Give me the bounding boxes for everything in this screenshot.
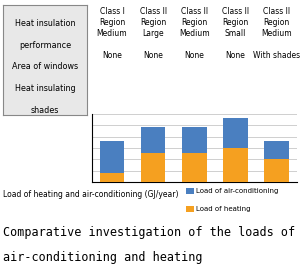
Bar — [223, 118, 248, 148]
Bar — [264, 159, 289, 182]
Text: Class II: Class II — [222, 7, 249, 16]
Bar — [100, 173, 124, 182]
Text: Small: Small — [225, 29, 246, 38]
Text: Class II: Class II — [140, 7, 167, 16]
Text: Heat insulation: Heat insulation — [15, 19, 75, 28]
Text: Region: Region — [181, 18, 207, 27]
Text: Load of heating and air-conditioning (GJ/year): Load of heating and air-conditioning (GJ… — [3, 190, 178, 199]
Text: shades: shades — [31, 106, 59, 115]
Text: None: None — [225, 51, 245, 60]
Bar — [264, 141, 289, 159]
Text: performance: performance — [19, 41, 71, 50]
Text: None: None — [184, 51, 204, 60]
Text: Medium: Medium — [97, 29, 128, 38]
Text: Medium: Medium — [179, 29, 210, 38]
Text: Region: Region — [222, 18, 248, 27]
Text: Heat insulating: Heat insulating — [15, 84, 75, 93]
Bar — [223, 148, 248, 182]
Text: None: None — [143, 51, 163, 60]
Bar — [182, 127, 207, 153]
Bar — [141, 153, 166, 182]
Text: None: None — [102, 51, 122, 60]
Text: Class II: Class II — [181, 7, 208, 16]
Text: Region: Region — [140, 18, 166, 27]
Bar — [182, 153, 207, 182]
Text: Region: Region — [263, 18, 289, 27]
Text: Class II: Class II — [263, 7, 290, 16]
Text: Load of air-conditioning: Load of air-conditioning — [196, 188, 279, 194]
Bar — [141, 127, 166, 153]
Text: Medium: Medium — [261, 29, 292, 38]
Text: Large: Large — [142, 29, 164, 38]
Text: air-conditioning and heating: air-conditioning and heating — [3, 251, 202, 264]
Text: Region: Region — [99, 18, 125, 27]
Text: With shades: With shades — [253, 51, 300, 60]
Text: Area of windows: Area of windows — [12, 62, 78, 72]
Text: Class I: Class I — [100, 7, 124, 16]
Text: Comparative investigation of the loads of: Comparative investigation of the loads o… — [3, 226, 295, 239]
Bar — [100, 141, 124, 173]
Text: Load of heating: Load of heating — [196, 206, 251, 212]
